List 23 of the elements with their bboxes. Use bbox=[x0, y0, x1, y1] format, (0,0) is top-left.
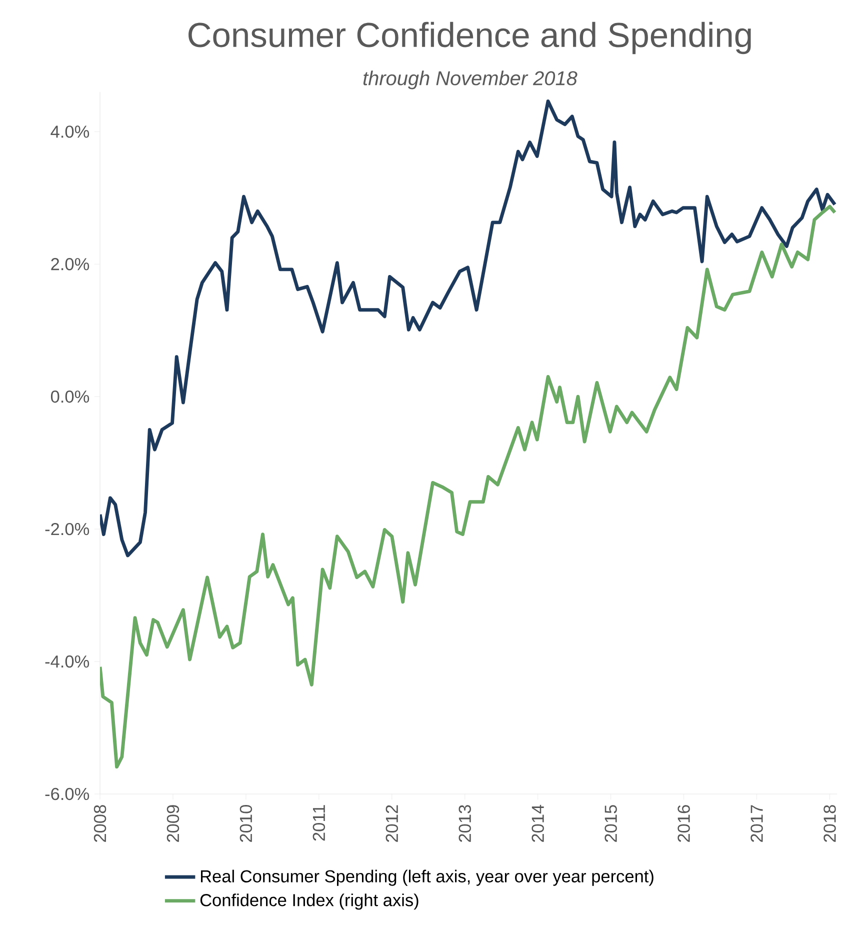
x-tick-label: 2013 bbox=[458, 805, 471, 842]
x-tick-label: 2011 bbox=[312, 805, 326, 841]
line-series bbox=[100, 204, 837, 769]
x-tick-label: 2017 bbox=[750, 805, 763, 842]
x-tick-label: 2015 bbox=[604, 805, 617, 842]
x-tick-label: 2010 bbox=[240, 805, 252, 842]
x-tick-label: 2018 bbox=[824, 805, 836, 842]
legend-label: Confidence Index (right axis) bbox=[200, 894, 418, 910]
x-tick-label: 2008 bbox=[94, 805, 106, 842]
x-tick-label: 2016 bbox=[678, 805, 690, 842]
legend-label: Real Consumer Spending (left axis, year over year percent) bbox=[200, 870, 654, 886]
y-tick-label: 2.0% bbox=[51, 258, 90, 270]
y-tick-label: -4.0% bbox=[45, 655, 90, 668]
chart-subtitle: through November 2018 bbox=[363, 70, 578, 90]
y-tick-label: -2.0% bbox=[45, 522, 90, 536]
x-tick-label: 2012 bbox=[386, 805, 398, 842]
chart-title: Consumer Confidence and Spending bbox=[188, 22, 751, 54]
x-tick-label: 2009 bbox=[166, 805, 180, 842]
y-tick-label: 0.0% bbox=[50, 390, 90, 403]
y-tick-label: 4.0% bbox=[50, 126, 90, 138]
line-series bbox=[100, 99, 837, 558]
y-tick-label: -6.0% bbox=[45, 788, 90, 800]
x-tick-label: 2014 bbox=[532, 804, 544, 842]
